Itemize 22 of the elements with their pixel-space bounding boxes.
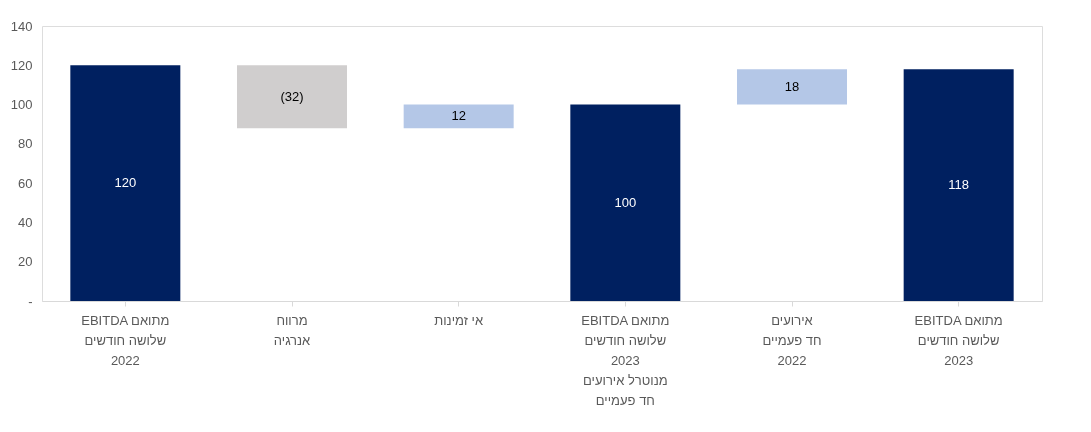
y-tick-label: 60: [18, 175, 33, 191]
y-tick-label: 140: [10, 18, 33, 34]
bar: [70, 65, 181, 301]
x-tick-label: מרווח אנרגיה: [273, 312, 311, 348]
data-label: 118: [948, 177, 970, 193]
data-label: (32): [280, 88, 304, 104]
bar: [570, 104, 681, 301]
y-tick-label: -: [28, 293, 33, 309]
x-tick-label: אי זמינות: [434, 312, 484, 328]
bar: [403, 104, 514, 129]
y-tick-label: 100: [10, 97, 33, 113]
y-tick-label: 40: [18, 214, 33, 230]
y-tick-label: 120: [10, 57, 33, 73]
data-label: 12: [451, 108, 466, 124]
y-tick-label: 80: [18, 136, 33, 152]
bar: [237, 65, 347, 129]
data-label: 100: [614, 194, 637, 210]
bar: [903, 69, 1014, 301]
bar: [737, 69, 847, 105]
data-label: 18: [784, 78, 800, 94]
data-label: 120: [114, 175, 137, 191]
y-tick-label: 20: [18, 254, 33, 270]
